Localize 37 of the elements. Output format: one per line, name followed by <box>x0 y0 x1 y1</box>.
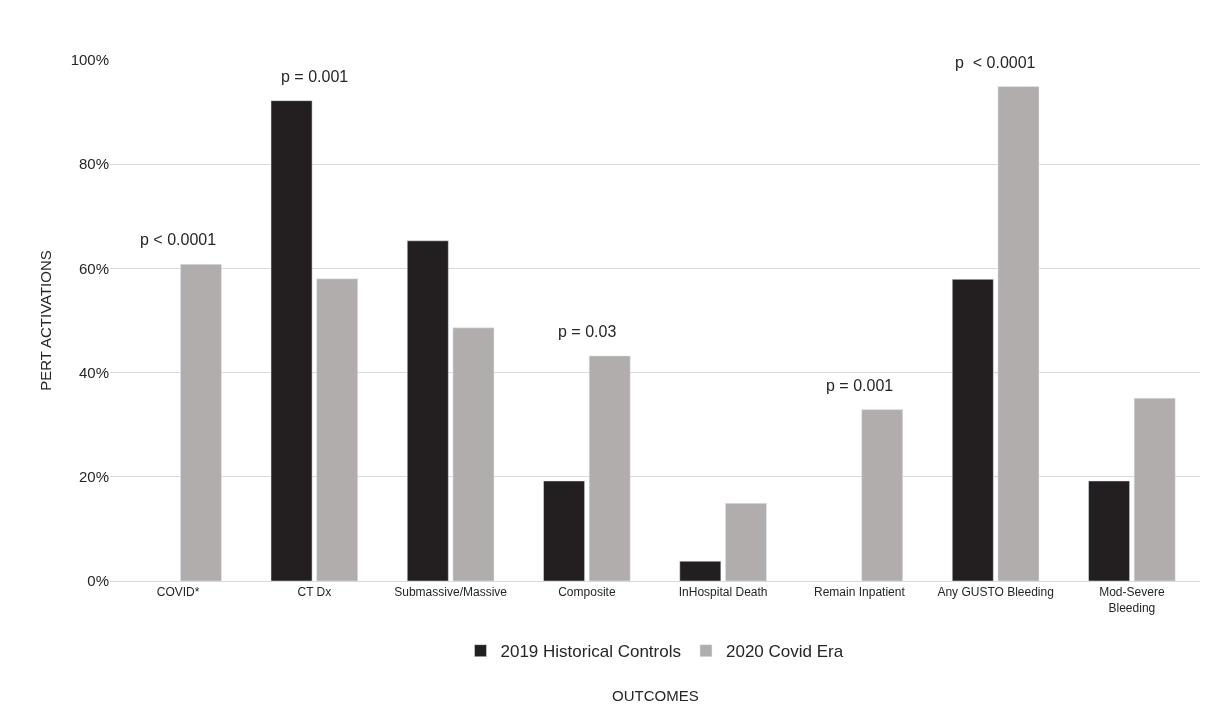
x-tick-label: COVID* <box>156 585 200 600</box>
bar <box>725 503 767 581</box>
y-tick-label: 40% <box>78 363 109 381</box>
x-tick-label: Mod-Severe Bleeding <box>1099 585 1165 615</box>
x-tick-label: Any GUSTO Bleeding <box>937 585 1054 600</box>
bar <box>543 480 585 581</box>
annotation: p = 0.001 <box>826 377 894 394</box>
y-tick-label: 20% <box>78 468 109 486</box>
annotation: p = 0.001 <box>281 68 349 85</box>
y-axis-title: PERT ACTIVATIONS <box>36 250 54 391</box>
x-tick-label: Remain Inpatient <box>814 585 906 600</box>
legend-label: 2020 Covid Era <box>725 642 844 662</box>
bar <box>679 560 722 581</box>
x-tick-label: Submassive/Massive <box>394 585 508 600</box>
bar <box>861 409 903 581</box>
bar <box>316 278 358 581</box>
y-tick-label: 100% <box>70 51 109 69</box>
x-axis-title: OUTCOMES <box>612 687 699 704</box>
bar <box>588 355 631 581</box>
bar <box>270 100 313 581</box>
annotation: p < 0.0001 <box>955 54 1036 71</box>
bar <box>997 86 1040 581</box>
x-tick-label: CT Dx <box>297 585 332 600</box>
bar <box>452 327 495 581</box>
bar <box>180 263 222 581</box>
bar <box>952 279 994 581</box>
y-tick-label: 0% <box>87 572 109 590</box>
y-tick-label: 80% <box>78 155 109 173</box>
bar <box>1133 397 1176 581</box>
x-tick-label: InHospital Death <box>678 585 768 600</box>
legend-label: 2019 Historical Controls <box>500 642 681 662</box>
annotation: p < 0.0001 <box>140 231 217 248</box>
bar <box>407 240 449 581</box>
y-tick-label: 60% <box>78 259 109 277</box>
x-tick-label: Composite <box>558 585 616 600</box>
bar <box>1088 480 1130 581</box>
annotation: p = 0.03 <box>558 323 617 340</box>
